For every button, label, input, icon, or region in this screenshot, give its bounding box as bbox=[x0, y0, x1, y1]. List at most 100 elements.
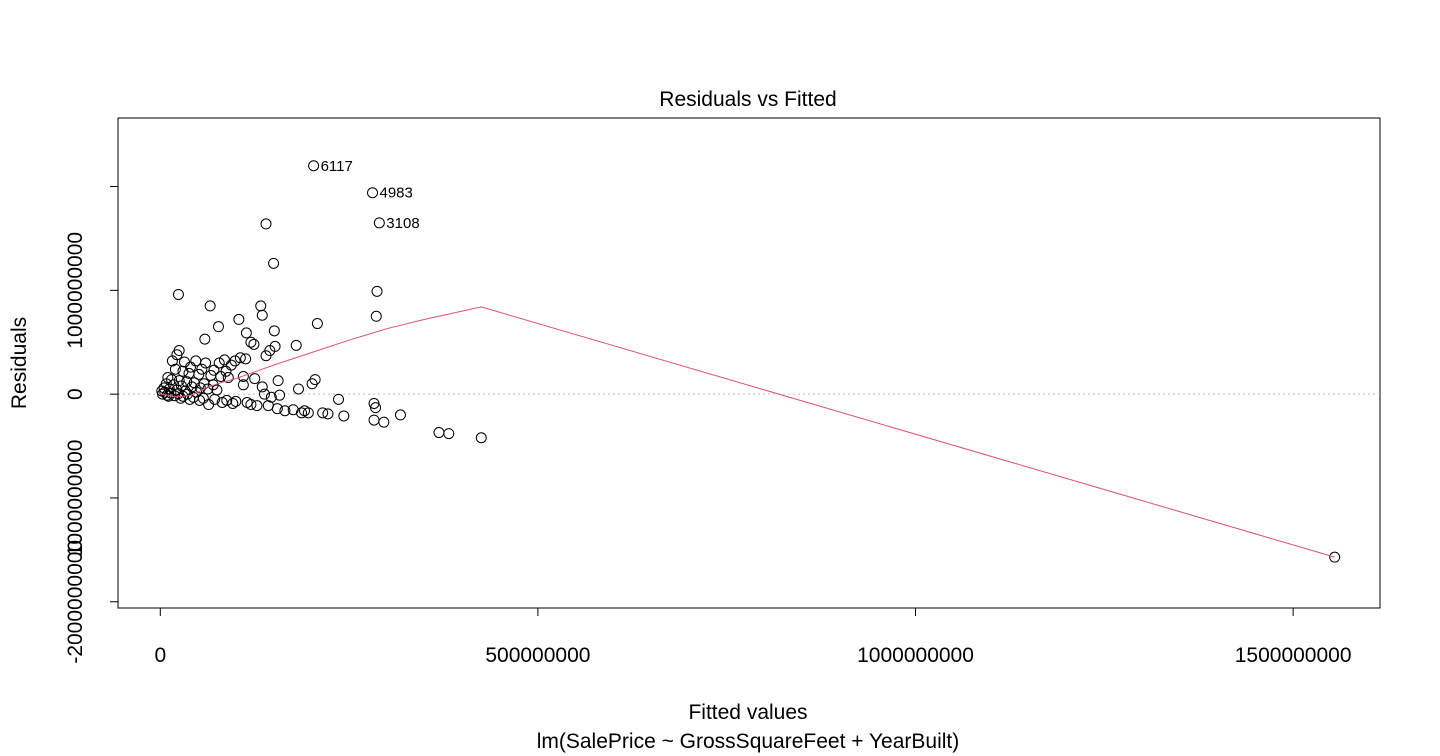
residual-point bbox=[287, 404, 299, 416]
residual-point bbox=[208, 364, 220, 376]
x-tick-label: 1000000000 bbox=[857, 644, 974, 667]
residual-point bbox=[212, 321, 224, 333]
residual-point bbox=[378, 416, 390, 428]
residual-point bbox=[234, 352, 246, 364]
residual-point bbox=[237, 379, 249, 391]
residual-point bbox=[222, 372, 234, 384]
residual-point bbox=[172, 288, 184, 300]
residual-point bbox=[265, 391, 277, 403]
x-tick-label: 1500000000 bbox=[1235, 644, 1352, 667]
residual-point bbox=[197, 392, 209, 404]
residual-point bbox=[370, 402, 382, 414]
residual-point bbox=[308, 160, 320, 172]
residual-point bbox=[233, 313, 245, 325]
residual-point bbox=[248, 338, 260, 350]
residual-point bbox=[322, 408, 334, 420]
residual-point bbox=[203, 399, 215, 411]
residual-point bbox=[237, 370, 249, 382]
residual-point bbox=[302, 407, 314, 419]
residual-point bbox=[227, 397, 239, 409]
residual-point bbox=[178, 356, 190, 368]
residual-point bbox=[215, 370, 227, 382]
model-formula-subtitle: lm(SalePrice ~ GrossSquareFeet + YearBui… bbox=[537, 730, 960, 753]
residual-point bbox=[200, 357, 212, 369]
residual-point bbox=[169, 363, 181, 375]
residual-point bbox=[373, 217, 385, 229]
residual-point bbox=[245, 399, 257, 411]
residual-point bbox=[161, 389, 173, 401]
y-tick-label: 1000000000 bbox=[64, 440, 87, 557]
residual-point bbox=[475, 432, 487, 444]
residual-point bbox=[290, 339, 302, 351]
residual-point bbox=[251, 400, 263, 412]
residual-point bbox=[230, 395, 242, 407]
residual-point bbox=[240, 327, 252, 339]
residual-point bbox=[184, 393, 196, 405]
plot-frame bbox=[117, 117, 1381, 609]
residual-point bbox=[272, 375, 284, 387]
residual-point bbox=[240, 353, 252, 365]
residual-point bbox=[259, 388, 271, 400]
residual-point bbox=[193, 368, 205, 380]
residual-point bbox=[216, 396, 228, 408]
residual-point bbox=[333, 393, 345, 405]
point-labels: 6117 4983 3108 bbox=[321, 158, 420, 232]
residual-point bbox=[338, 410, 350, 422]
residual-point bbox=[199, 333, 211, 345]
residual-point bbox=[370, 310, 382, 322]
y-tick-label: -2000000000 bbox=[64, 540, 87, 664]
residual-point bbox=[213, 357, 225, 369]
residual-point bbox=[256, 309, 268, 321]
residual-point bbox=[368, 414, 380, 426]
residual-point bbox=[443, 428, 455, 440]
residual-point bbox=[204, 300, 216, 312]
residual-point bbox=[255, 300, 267, 312]
residual-point bbox=[194, 394, 206, 406]
residual-point bbox=[157, 388, 169, 400]
residual-point bbox=[367, 187, 379, 199]
y-tick-label: 1000000000 bbox=[64, 232, 87, 349]
residual-point bbox=[317, 407, 329, 419]
residual-point bbox=[225, 359, 237, 371]
residual-point bbox=[260, 350, 272, 362]
residual-point bbox=[268, 325, 280, 337]
x-tick-label: 500000000 bbox=[485, 644, 590, 667]
residual-point bbox=[279, 405, 291, 417]
residual-point bbox=[394, 409, 406, 421]
residual-point bbox=[175, 392, 187, 404]
residual-point bbox=[306, 378, 318, 390]
residual-point bbox=[196, 363, 208, 375]
x-axis-label: Fitted values bbox=[688, 701, 807, 724]
chart-title: Residuals vs Fitted bbox=[659, 88, 836, 111]
residual-point bbox=[245, 336, 257, 348]
residual-point bbox=[185, 361, 197, 373]
residual-point bbox=[274, 389, 286, 401]
residual-point bbox=[249, 373, 261, 385]
residual-point bbox=[271, 403, 283, 415]
x-tick-label: 0 bbox=[154, 644, 166, 667]
residual-point bbox=[241, 396, 253, 408]
residual-point bbox=[311, 318, 323, 330]
smoother-line bbox=[160, 306, 1335, 558]
point-label: 6117 bbox=[321, 158, 353, 175]
residual-point bbox=[229, 355, 241, 367]
residual-point bbox=[433, 427, 445, 439]
residual-point bbox=[1329, 551, 1341, 563]
residual-point bbox=[256, 381, 268, 393]
residual-point bbox=[166, 355, 178, 367]
y-tick-label: 0 bbox=[64, 388, 87, 400]
x-axis: 0 500000000 1000000000 1500000000 bbox=[154, 607, 1352, 667]
residual-point bbox=[293, 383, 305, 395]
residual-point bbox=[299, 405, 311, 417]
residual-point bbox=[159, 386, 171, 398]
point-label: 4983 bbox=[380, 185, 413, 202]
residual-point bbox=[371, 285, 383, 297]
y-axis-label: Residuals bbox=[8, 317, 31, 409]
residual-points bbox=[156, 160, 1341, 563]
point-label: 3108 bbox=[386, 215, 419, 232]
residual-point bbox=[260, 218, 272, 230]
residual-point bbox=[268, 257, 280, 269]
residual-point bbox=[177, 365, 189, 377]
